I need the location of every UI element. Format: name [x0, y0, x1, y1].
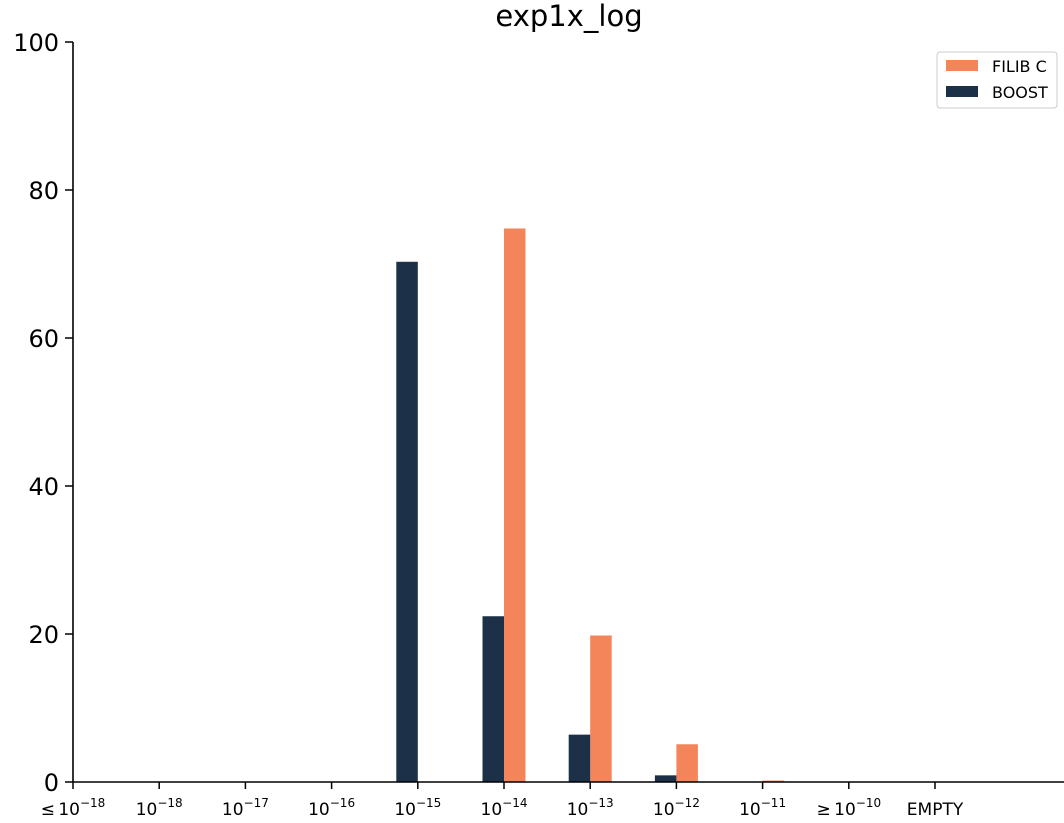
bar-boost-6	[568, 734, 591, 782]
legend-label-boost: BOOST	[992, 83, 1048, 102]
y-tick-label: 60	[28, 325, 59, 353]
x-tick-label: 10−15	[394, 796, 441, 820]
x-tick-label: 10−18	[136, 796, 183, 820]
legend-swatch-filib-c	[946, 60, 978, 71]
legend: FILIB C BOOST	[936, 51, 1058, 109]
bar-boost-4	[396, 261, 418, 782]
y-tick-label: 20	[28, 621, 59, 649]
y-tick-label: 0	[44, 769, 59, 797]
x-tick-label: 10−14	[481, 796, 528, 820]
legend-swatch-boost	[946, 86, 978, 97]
x-tick-label: ≤ 10−18	[41, 796, 106, 820]
bars	[396, 228, 785, 783]
y-tick-label: 40	[28, 473, 59, 501]
bar-filib-c-6	[590, 635, 612, 782]
x-tick-label: 10−13	[567, 796, 614, 820]
bar-filib-c-5	[504, 228, 526, 783]
x-tick-label: 10−16	[308, 796, 355, 820]
bar-boost-7	[654, 775, 677, 782]
bar-boost-5	[482, 616, 504, 782]
y-tick-label: 80	[28, 177, 59, 205]
x-tick-label: 10−11	[739, 796, 786, 820]
y-tick-label: 100	[13, 29, 59, 57]
chart-title: exp1x_log	[495, 0, 642, 33]
y-ticks: 0 20 40 60 80 100	[13, 29, 73, 797]
bar-filib-c-7	[676, 744, 698, 782]
x-tick-label: 10−17	[222, 796, 269, 820]
x-tick-label: 10−12	[653, 796, 700, 820]
x-tick-label: EMPTY	[907, 800, 964, 820]
legend-label-filib-c: FILIB C	[992, 57, 1047, 76]
x-tick-label: ≥ 10−10	[816, 796, 881, 820]
x-ticks: ≤ 10−18 10−18 10−17 10−16 10−15 10−14 10−13 10−…	[41, 782, 964, 820]
